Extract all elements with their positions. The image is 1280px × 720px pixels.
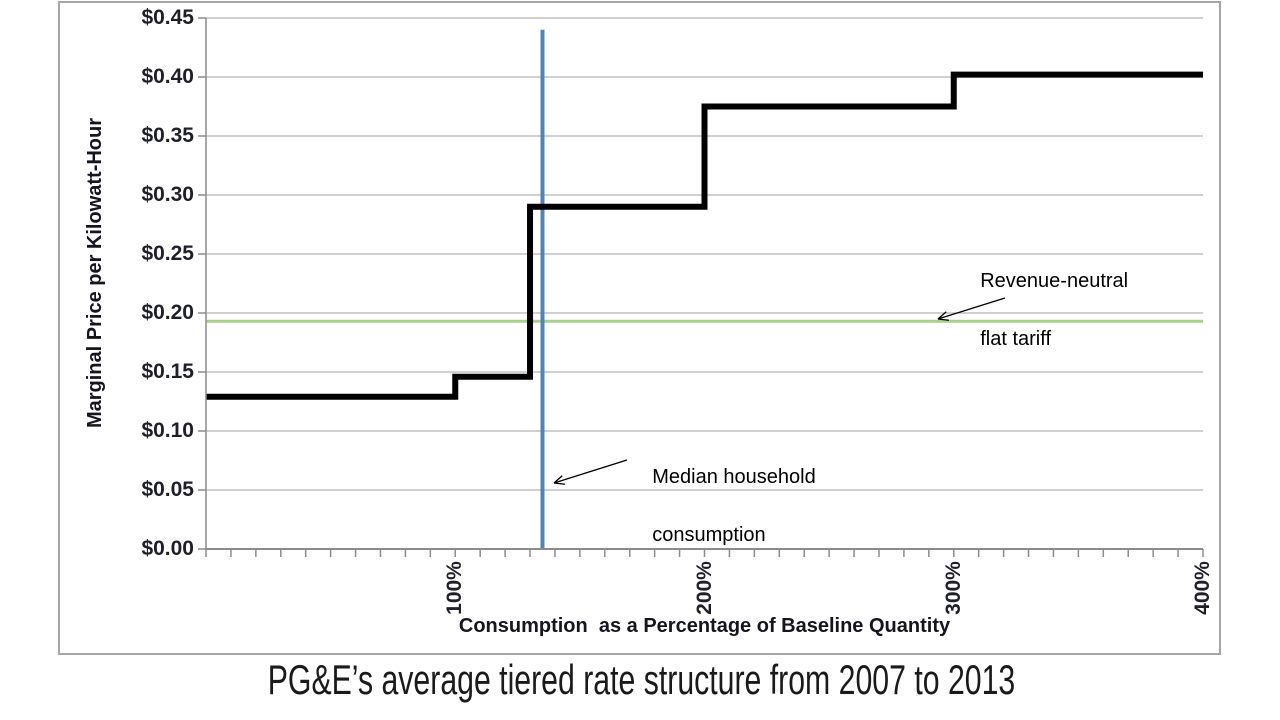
y-tick-label: $0.05 bbox=[141, 478, 194, 501]
x-axis-title: Consumption as a Percentage of Baseline … bbox=[458, 615, 951, 637]
annotation-line: Revenue-neutral bbox=[980, 270, 1129, 292]
annotation-revenue-neutral-flat-tariff: Revenue-neutral flat tariff bbox=[958, 238, 1128, 383]
y-tick-label: $0.20 bbox=[141, 301, 194, 324]
y-tick-label: $0.40 bbox=[141, 65, 194, 88]
y-tick-label: $0.15 bbox=[141, 360, 194, 383]
annotation-line: consumption bbox=[652, 524, 766, 546]
annotation-arrowhead bbox=[937, 311, 947, 320]
y-axis-title: Marginal Price per Kilowatt-Hour bbox=[84, 117, 106, 429]
y-tick-label: $0.35 bbox=[141, 124, 194, 147]
y-tick-label: $0.30 bbox=[141, 183, 194, 206]
annotation-median-household-consumption: Median household consumption bbox=[630, 434, 816, 579]
y-tick-label: $0.45 bbox=[141, 6, 194, 29]
x-tick-label: 400% bbox=[1191, 561, 1214, 615]
annotation-line: Median household bbox=[652, 466, 816, 488]
chart-caption: PG&E’s average tiered rate structure fro… bbox=[267, 656, 1016, 703]
series-tiered-rate-step bbox=[206, 71, 1203, 400]
chart-frame bbox=[58, 1, 1221, 655]
y-tick-label: $0.10 bbox=[141, 419, 194, 442]
x-tick-label: 100% bbox=[443, 561, 467, 615]
annotation-arrow bbox=[937, 297, 1006, 320]
annotation-arrow bbox=[553, 459, 628, 484]
annotation-arrowhead bbox=[553, 475, 563, 484]
annotation-arrowhead bbox=[937, 318, 950, 321]
annotation-line: flat tariff bbox=[980, 328, 1052, 350]
y-tick-label: $0.00 bbox=[141, 537, 194, 560]
x-tick-label: 300% bbox=[941, 561, 965, 615]
y-tick-label: $0.25 bbox=[141, 242, 194, 265]
annotation-arrowhead bbox=[553, 482, 566, 485]
